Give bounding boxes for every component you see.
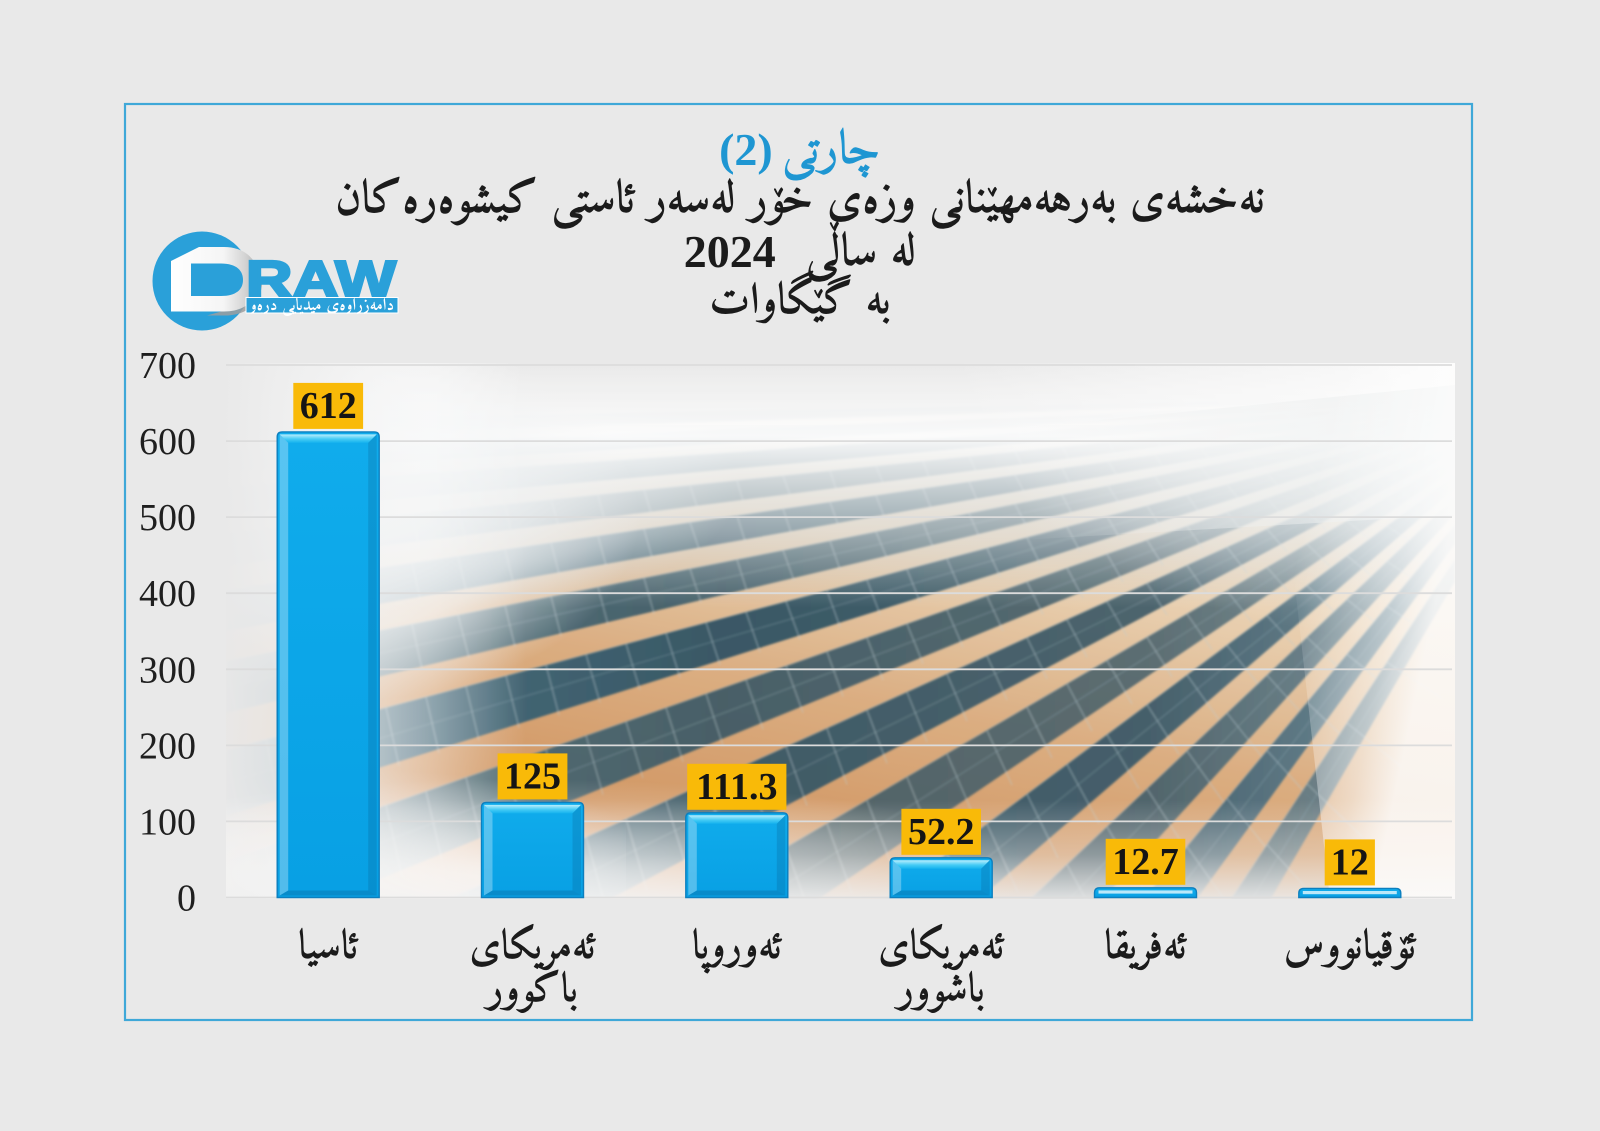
svg-text:400: 400 [139,573,196,615]
svg-text:300: 300 [139,649,196,691]
svg-text:52.2: 52.2 [908,811,975,853]
svg-text:2024: 2024 [684,226,776,277]
svg-text:12.7: 12.7 [1112,841,1179,883]
svg-text:111.3: 111.3 [696,766,777,808]
svg-text:12: 12 [1331,841,1369,883]
svg-text:100: 100 [139,801,196,843]
svg-text:(2): (2) [719,124,773,175]
svg-text:612: 612 [300,385,357,427]
svg-text:200: 200 [139,725,196,767]
svg-text:0: 0 [177,878,196,920]
svg-text:125: 125 [504,755,561,797]
svg-text:600: 600 [139,421,196,463]
svg-text:500: 500 [139,497,196,539]
svg-text:700: 700 [139,345,196,387]
